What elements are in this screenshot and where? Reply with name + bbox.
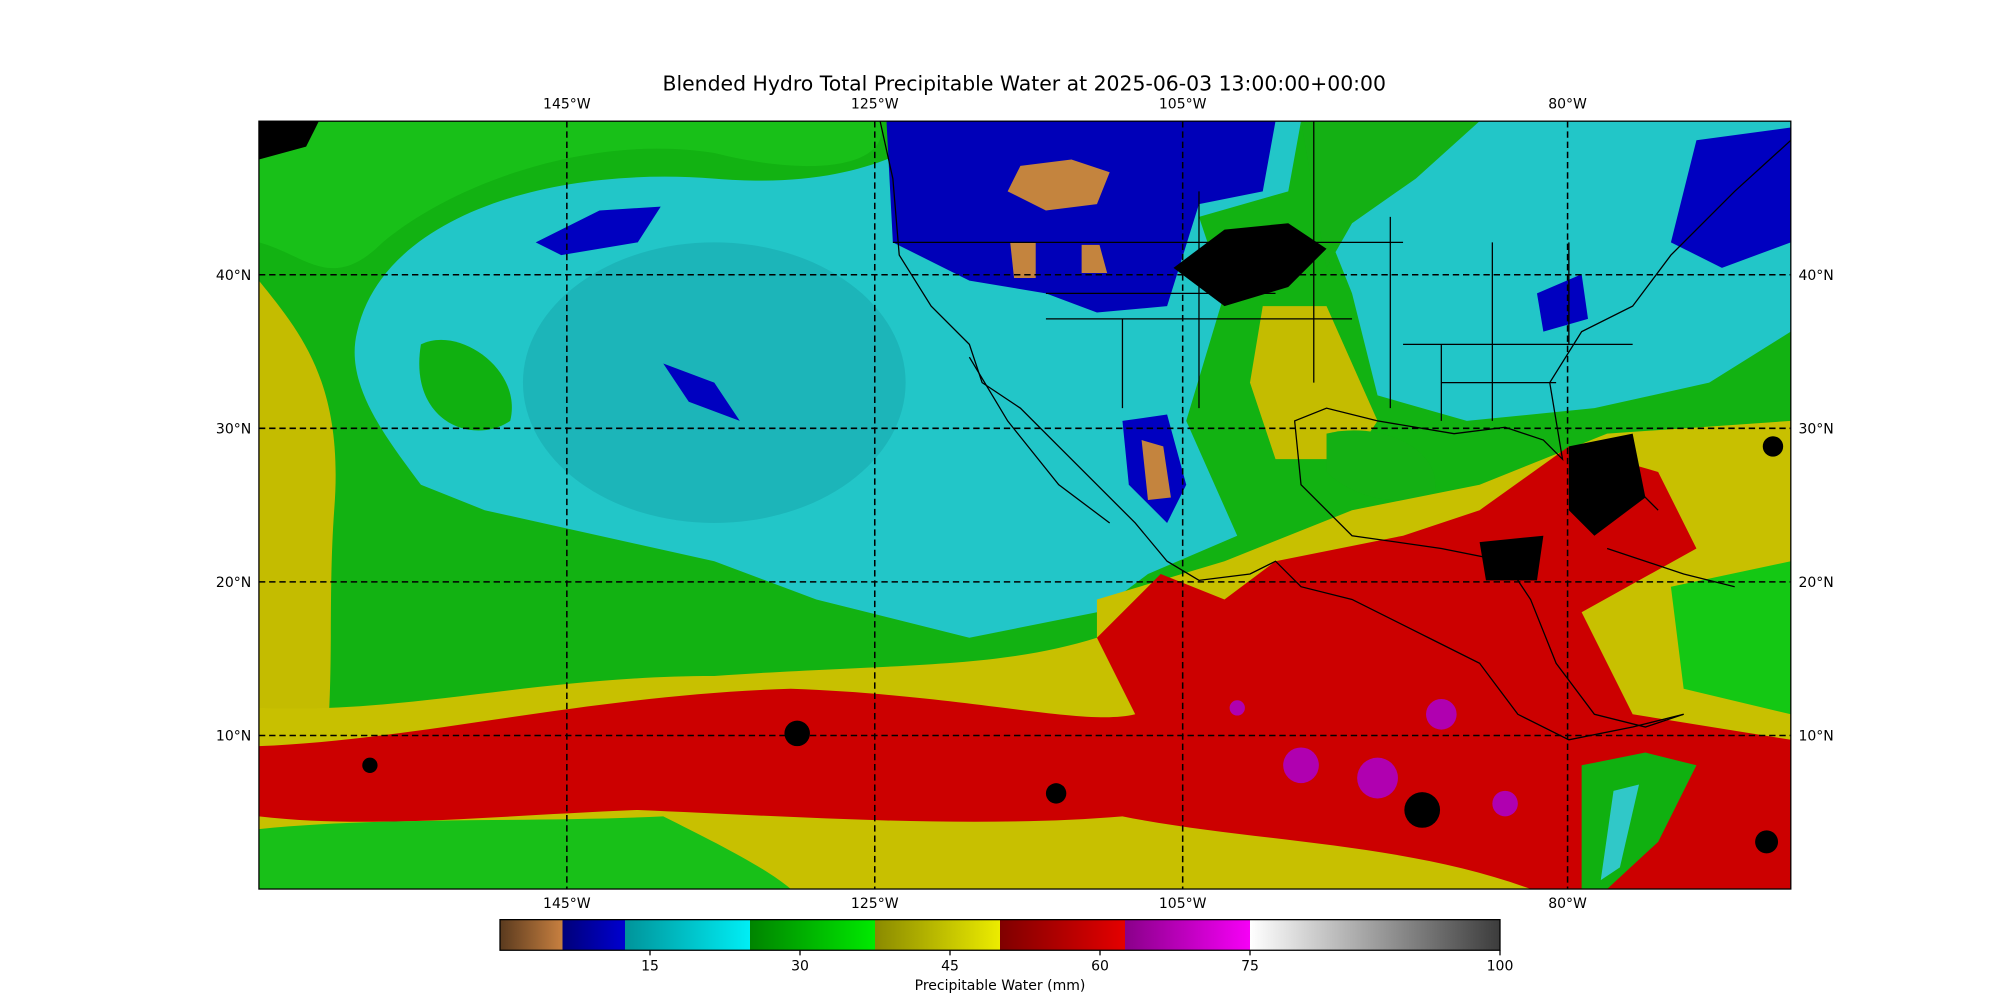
colorbar-frame [499, 919, 1501, 951]
colorbar-segment [500, 919, 563, 951]
colorbar-tick-label: 100 [1487, 959, 1514, 975]
colorbar: 15 30 45 60 75 100 [499, 919, 1514, 975]
lon-tick-label: 145°W [543, 96, 591, 112]
lat-tick-label: 10°N [216, 729, 251, 745]
lat-tick-label: 30°N [1798, 421, 1833, 437]
lat-tick-label: 30°N [216, 421, 251, 437]
colorbar-segment [625, 919, 750, 951]
colorbar-tick-label: 15 [641, 959, 659, 975]
lon-tick-label: 80°W [1548, 896, 1587, 912]
colorbar-tick-label: 60 [1091, 959, 1109, 975]
colorbar-segment [1250, 919, 1500, 951]
lon-tick-label: 125°W [851, 96, 899, 112]
colorbar-tick-label: 30 [791, 959, 809, 975]
lat-tick-label: 20°N [216, 575, 251, 591]
lat-tick-label: 10°N [1798, 729, 1833, 745]
map-title: Blended Hydro Total Precipitable Water a… [662, 72, 1386, 96]
colorbar-tick-label: 45 [941, 959, 959, 975]
lat-tick-label: 40°N [216, 268, 251, 284]
lat-tick-label: 40°N [1798, 268, 1833, 284]
graticule: 145°W 145°W 125°W 125°W 105°W 105°W 80°W 80°W 10… [216, 96, 1834, 912]
lon-tick-label: 125°W [851, 896, 899, 912]
colorbar-segment [1125, 919, 1250, 951]
colorbar-segment [750, 919, 875, 951]
lon-tick-label: 105°W [1159, 96, 1207, 112]
colorbar-label: Precipitable Water (mm) [915, 978, 1086, 994]
lon-tick-label: 80°W [1548, 96, 1587, 112]
colorbar-segment [562, 919, 625, 951]
colorbar-segment [1000, 919, 1125, 951]
lon-tick-label: 145°W [543, 896, 591, 912]
colorbar-segment [875, 919, 1000, 951]
map-frame [258, 120, 1792, 890]
lon-tick-label: 105°W [1159, 896, 1207, 912]
colorbar-tick-label: 75 [1241, 959, 1259, 975]
map-imagery [258, 121, 1791, 890]
lat-tick-label: 20°N [1798, 575, 1833, 591]
